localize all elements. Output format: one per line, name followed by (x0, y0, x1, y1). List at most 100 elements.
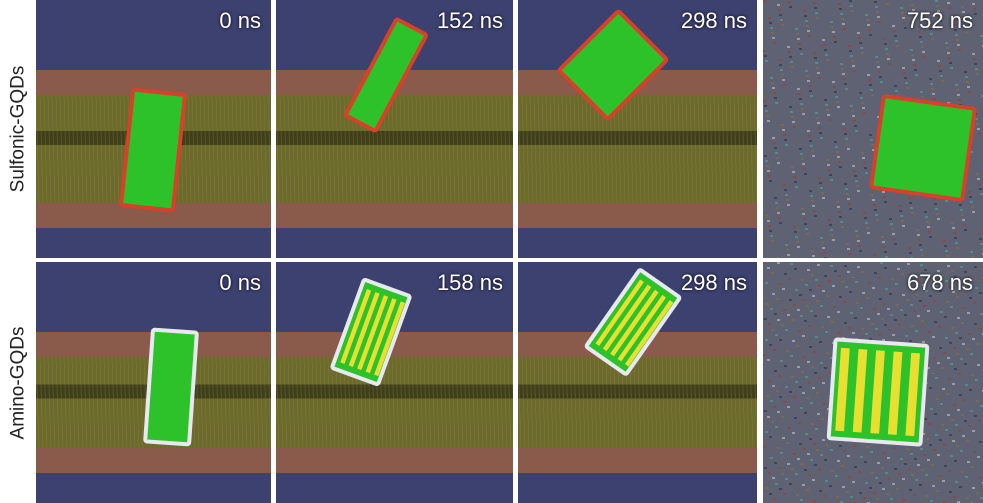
lipid-chain (419, 94, 424, 204)
grain (795, 236, 798, 238)
grain (914, 69, 917, 71)
grain (949, 62, 952, 64)
grain (885, 288, 888, 290)
grain (841, 68, 844, 70)
grain (866, 446, 869, 448)
grain (808, 325, 811, 327)
lipid-chain (573, 94, 578, 204)
grain (806, 397, 809, 399)
grain (785, 144, 788, 146)
snapshot-image (517, 0, 758, 258)
grain (928, 23, 931, 25)
grain (966, 497, 969, 499)
grain (974, 13, 977, 15)
grain (838, 275, 841, 277)
grain (820, 454, 823, 456)
grain (776, 298, 779, 300)
lipid-chain (71, 356, 76, 449)
grain (969, 297, 972, 299)
grain (961, 6, 964, 8)
lipid-chain (407, 94, 412, 204)
lipid-chain (529, 356, 534, 449)
grain (953, 232, 956, 234)
grain (913, 14, 916, 16)
grain (826, 352, 829, 354)
grain (976, 123, 979, 125)
grain (820, 237, 823, 239)
grain (792, 121, 795, 123)
grain (797, 309, 800, 311)
grain (901, 273, 904, 275)
grain (805, 376, 808, 378)
grain (952, 383, 955, 385)
grain (813, 443, 816, 445)
lipid-chain (107, 356, 112, 449)
grain (793, 226, 796, 228)
grain (796, 241, 799, 243)
grain (929, 295, 932, 297)
lipid-chain (311, 94, 316, 204)
grain (802, 163, 805, 165)
grain (821, 242, 824, 244)
grain (873, 492, 876, 494)
grain (823, 44, 826, 46)
grain (951, 419, 954, 421)
grain (775, 202, 778, 204)
grain (931, 88, 934, 90)
grain (939, 290, 942, 292)
grain (811, 423, 814, 425)
lipid-chain (135, 356, 140, 449)
lipid-chain (227, 356, 232, 449)
lipid-chain (581, 356, 586, 449)
time-label: 678 ns (906, 270, 973, 295)
grain (798, 330, 801, 332)
grain (830, 357, 833, 359)
grain (845, 138, 848, 140)
grain (848, 327, 851, 329)
grain (883, 38, 886, 40)
lipid-chain (617, 94, 622, 204)
lipid-chain (653, 94, 658, 204)
lipid-chain (387, 356, 392, 449)
grain (782, 288, 785, 290)
grain (868, 29, 871, 31)
grain (981, 40, 983, 42)
grain (908, 247, 911, 249)
grain (913, 310, 916, 312)
grain (855, 180, 858, 182)
grain (963, 307, 966, 309)
lipid-chain (661, 94, 666, 204)
grain (954, 237, 957, 239)
grain (968, 191, 971, 193)
grain (840, 501, 843, 503)
grain (938, 475, 941, 477)
grain (895, 40, 898, 42)
grain (802, 335, 805, 337)
grain (932, 485, 935, 487)
grain (980, 243, 983, 245)
grain (779, 488, 782, 490)
lipid-chain (79, 356, 84, 449)
lipid-chain (525, 94, 530, 204)
grain (979, 441, 982, 443)
grain (890, 314, 893, 316)
lipid-chain (239, 94, 244, 204)
grain (790, 111, 793, 113)
lipid-chain (553, 94, 558, 204)
grain (855, 130, 858, 132)
grain (937, 270, 940, 272)
grain (841, 465, 844, 467)
grain (885, 472, 888, 474)
grain (906, 448, 909, 450)
lipid-chain (131, 356, 136, 449)
grain (919, 300, 922, 302)
grain (933, 98, 936, 100)
lipid-chain (593, 356, 598, 449)
grain (878, 277, 881, 279)
grain (902, 294, 905, 296)
grain (844, 322, 847, 324)
grain (850, 105, 853, 107)
lipid-chain (387, 94, 392, 204)
grain (810, 310, 813, 312)
grain (785, 386, 788, 388)
